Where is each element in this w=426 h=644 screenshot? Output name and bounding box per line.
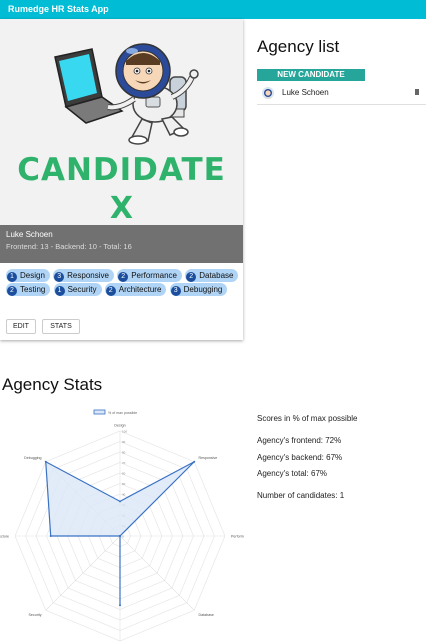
agency-total: Agency's total: 67% [257,469,328,478]
radar-tick-label: 50 [122,482,126,486]
astronaut-illustration [54,43,199,145]
radar-point [119,535,121,537]
agency-stats-title: Agency Stats [2,375,103,394]
radar-tick-label: 90 [122,440,126,444]
skill-chip: 1 Design [6,269,50,282]
skill-level: 1 [54,286,65,296]
radar-category-label: Security [29,613,42,617]
skill-level: 2 [105,286,116,296]
astronaut-icon [262,87,274,99]
radar-point [119,604,121,607]
stats-button[interactable]: STATS [42,319,80,334]
radar-category-label: Responsive [198,456,217,460]
radar-legend-label: % of max possible [108,411,137,415]
radar-tick-label: 0 [122,535,124,539]
candidate-image-text: CANDIDATE [17,152,226,188]
radar-tick-label: 60 [122,472,126,476]
list-item[interactable]: Luke Schoen [257,84,426,105]
skill-chip: 2 Testing [6,283,51,296]
radar-tick-label: 100 [122,430,127,434]
radar-tick-label: 70 [122,461,126,465]
skill-level: 2 [7,286,17,296]
skill-name: Security [67,285,97,294]
skill-name: Testing [20,285,46,294]
trash-icon[interactable] [415,89,419,95]
radar-tick-label: 80 [122,451,126,455]
skill-chip: 2 Architecture [104,283,167,296]
skill-chips: 1 Design 3 Responsive 2 Performance 2 Databa… [6,269,242,297]
radar-category-label: Database [198,613,213,617]
app-bar: Rumedge HR Stats App [0,0,426,19]
radar-point [119,500,121,503]
skill-chip: 2 Performance [117,269,182,282]
radar-series [45,460,195,606]
agency-list-title: Agency list [257,37,340,56]
candidate-title-bar: Luke Schoen Frontend: 13 - Backend: 10 -… [0,225,243,263]
radar-category-label: Design [114,424,125,428]
skill-level: 2 [118,272,129,282]
radar-spoke [45,535,121,611]
radar-point [44,460,47,463]
candidate-image-mark: X [109,191,134,226]
skill-chip: 1 Security [53,283,102,296]
skill-chip: 3 Responsive [53,269,114,282]
radar-category-label: Performance [231,535,244,539]
new-candidate-button[interactable]: NEW CANDIDATE [257,69,365,81]
candidate-card: CANDIDATE X Luke Schoen Frontend: 13 - B… [0,19,243,340]
skill-chip: 3 Debugging [169,283,228,296]
skill-name: Performance [131,271,177,280]
candidate-count: Number of candidates: 1 [257,491,345,500]
skill-name: Database [199,271,234,280]
radar-spoke [119,535,195,611]
candidate-image: CANDIDATE X Luke Schoen Frontend: 13 - B… [0,19,243,263]
skill-name: Design [20,271,45,280]
skill-name: Debugging [183,285,223,294]
radar-category-label: Architecture [0,535,9,539]
candidate-scores: Frontend: 13 - Backend: 10 - Total: 16 [6,242,132,251]
skill-level: 3 [54,272,65,282]
skill-name: Responsive [67,271,109,280]
skill-level: 2 [186,272,197,282]
radar-category-label: Debugging [24,456,41,460]
radar-point [49,535,52,537]
candidate-name: Luke Schoen [6,230,53,239]
radar-chart: 0102030405060708090100DesignResponsivePe… [0,409,244,642]
radar-tick-label: 40 [122,493,126,497]
edit-button[interactable]: EDIT [6,319,36,334]
skill-level: 1 [7,272,17,282]
skill-name: Architecture [118,285,162,294]
agency-frontend: Agency's frontend: 72% [257,436,342,445]
agency-backend: Agency's backend: 67% [257,453,343,462]
radar-point [193,460,196,463]
scores-caption: Scores in % of max possible [257,414,358,423]
list-item-name: Luke Schoen [282,88,329,97]
app-title: Rumedge HR Stats App [8,4,109,14]
skill-level: 3 [170,286,181,296]
skill-chip: 2 Database [185,269,239,282]
radar-legend-swatch [93,409,106,415]
